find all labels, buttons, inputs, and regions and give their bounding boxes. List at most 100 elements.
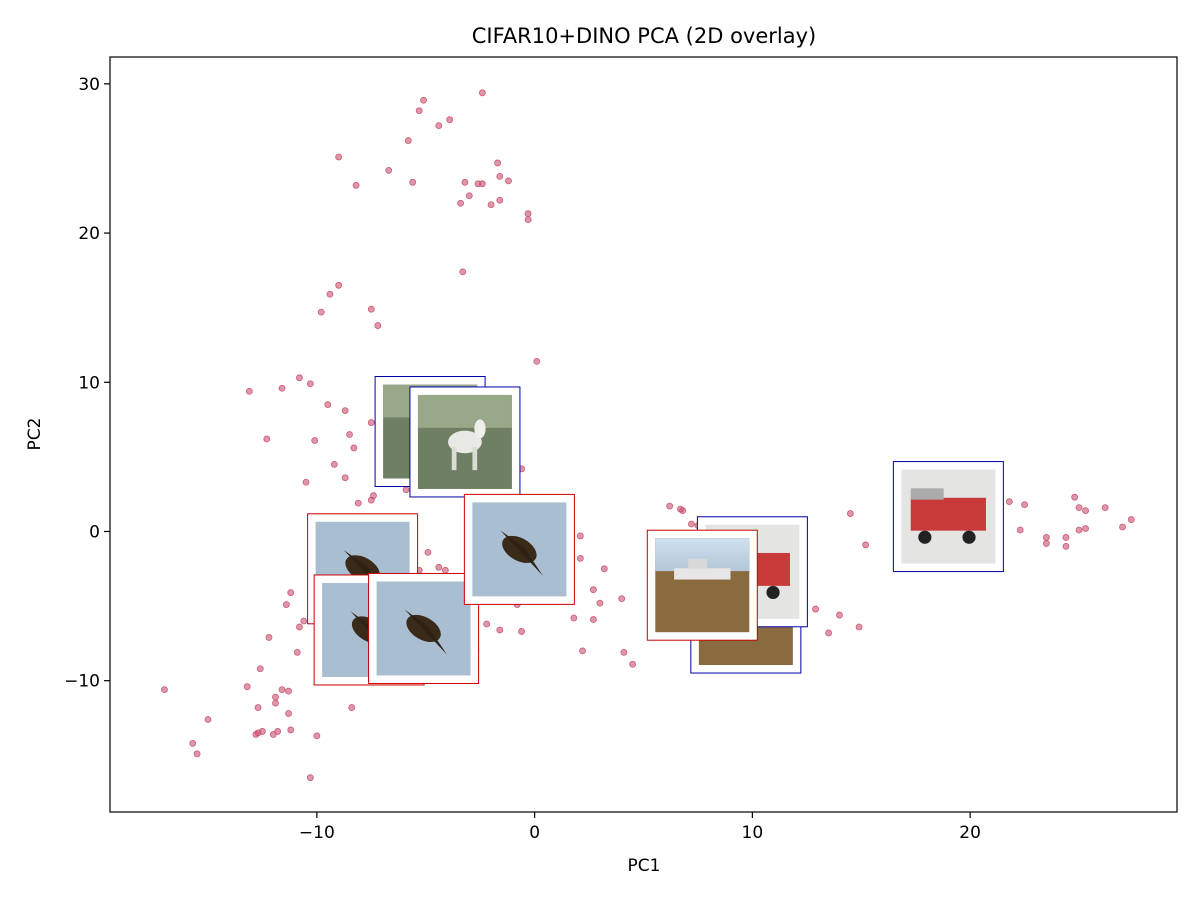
scatter-point <box>245 387 253 395</box>
scatter-point <box>524 216 532 224</box>
scatter-point <box>496 196 504 204</box>
scatter-point <box>282 601 290 608</box>
scatter-point <box>666 502 674 510</box>
y-axis-label: PC2 <box>25 418 45 451</box>
scatter-point <box>272 693 279 701</box>
scatter-point <box>533 357 541 365</box>
scatter-point <box>317 308 325 316</box>
scatter-point <box>435 563 443 571</box>
scatter-point <box>1075 526 1083 534</box>
scatter-point <box>287 726 295 734</box>
scatter-point <box>326 290 334 298</box>
y-tick-label: 10 <box>78 373 100 393</box>
scatter-point <box>348 704 356 711</box>
plot-frame <box>109 56 1178 813</box>
thumbnail-picture <box>376 581 471 676</box>
scatter-point <box>420 96 427 104</box>
scatter-point <box>620 648 628 656</box>
x-tick: 10 <box>742 812 764 843</box>
scatter-point <box>1016 526 1024 534</box>
scatter-point <box>161 686 168 694</box>
scatter-point <box>193 750 201 758</box>
scatter-point <box>415 107 423 115</box>
scatter-point <box>457 199 464 207</box>
chart-title: CIFAR10+DINO PCA (2D overlay) <box>472 24 816 48</box>
scatter-point <box>330 460 338 468</box>
scatter-point <box>404 137 412 144</box>
scatter-point <box>256 665 264 673</box>
scatter-point <box>424 548 432 556</box>
scatter-point <box>576 532 584 540</box>
scatter-point <box>285 710 292 717</box>
scatter-point <box>1082 507 1089 514</box>
scatter-point <box>1075 504 1083 512</box>
scatter-point <box>1062 543 1070 550</box>
scatter-point <box>272 699 279 707</box>
scatter-point <box>487 201 495 209</box>
scatter-point <box>590 586 597 594</box>
scatter-point <box>825 629 832 637</box>
scatter-point <box>1042 534 1050 541</box>
y-tick: 30 <box>78 75 110 95</box>
scatter-point <box>252 731 260 738</box>
y-tick-label: 30 <box>78 75 100 95</box>
scatter-point <box>367 305 375 313</box>
scatter-point <box>346 431 353 438</box>
scatter-point <box>862 541 870 549</box>
scatter-point <box>494 159 502 167</box>
scatter-point <box>204 716 212 723</box>
scatter-point <box>385 166 393 174</box>
y-tick-label: 0 <box>89 522 100 542</box>
x-tick: 20 <box>959 812 981 843</box>
scatter-point <box>189 739 197 747</box>
scatter-point <box>296 374 303 382</box>
scatter-point <box>374 322 382 329</box>
scatter-point <box>350 444 358 452</box>
x-tick-label: 10 <box>742 823 764 843</box>
scatter-point <box>688 520 695 528</box>
scatter-point <box>269 731 277 738</box>
scatter-point <box>296 623 303 631</box>
scatter-point <box>483 620 491 628</box>
scatter-point <box>600 565 608 573</box>
scatter-point <box>324 401 332 409</box>
scatter-point <box>287 589 295 597</box>
scatter-point <box>505 177 512 185</box>
scatter-point <box>311 437 319 444</box>
scatter-point <box>1042 540 1050 547</box>
thumbnail-image <box>463 493 575 605</box>
scatter-point <box>1101 504 1109 512</box>
scatter-point <box>409 178 417 186</box>
x-axis-label: PC1 <box>628 856 661 876</box>
thumbnail-picture <box>472 502 567 597</box>
scatter-point <box>341 407 349 415</box>
scatter-point <box>293 648 301 656</box>
scatter-point <box>524 210 532 218</box>
x-tick-label: 0 <box>529 823 540 843</box>
thumbnail-image <box>646 529 758 641</box>
scatter-point <box>496 626 504 634</box>
scatter-point <box>459 268 467 276</box>
y-tick-label: −10 <box>64 672 100 692</box>
scatter-point <box>496 172 504 180</box>
scatter-point <box>278 686 286 694</box>
scatter-point <box>341 474 349 482</box>
x-tick: −10 <box>299 812 335 843</box>
scatter-point <box>335 153 343 161</box>
x-tick-label: 20 <box>959 823 981 843</box>
x-axis: −10 0 10 20 <box>299 812 981 843</box>
scatter-point <box>446 116 454 124</box>
y-tick-label: 20 <box>78 224 100 244</box>
scatter-point <box>465 192 473 200</box>
scatter-point <box>590 616 597 623</box>
thumbnail-image <box>409 386 521 498</box>
scatter-point <box>629 660 637 668</box>
scatter-point <box>313 732 321 740</box>
scatter-point <box>263 435 271 443</box>
scatter-point <box>278 384 286 392</box>
scatter-point <box>302 478 310 486</box>
scatter-point <box>306 774 314 782</box>
scatter-point <box>367 419 375 426</box>
x-tick: 0 <box>529 812 540 843</box>
